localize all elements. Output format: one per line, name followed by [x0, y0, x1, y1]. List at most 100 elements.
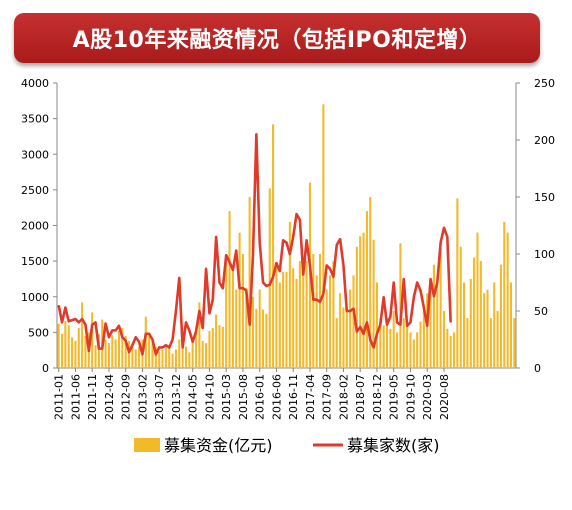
bar: [332, 261, 335, 368]
bar: [97, 333, 100, 368]
bar: [429, 282, 432, 368]
bar: [449, 335, 452, 368]
bar: [439, 246, 442, 368]
bar: [161, 349, 164, 368]
bar: [57, 323, 60, 368]
bar: [154, 346, 157, 368]
line-series-companies: [57, 133, 452, 356]
left-tick-label: 0: [42, 362, 49, 375]
bar: [342, 307, 345, 368]
bar: [171, 353, 174, 368]
bar: [181, 330, 184, 368]
bar: [329, 275, 332, 368]
x-tick-label: 2013-02: [136, 374, 149, 420]
bar: [151, 340, 154, 368]
bar: [419, 321, 422, 368]
bar: [268, 188, 271, 368]
bar: [258, 289, 261, 368]
x-tick-label: 2020-08: [438, 374, 451, 420]
bar: [335, 318, 338, 368]
bar: [496, 311, 499, 368]
x-tick-label: 2018-12: [371, 374, 384, 420]
bar: [272, 124, 275, 368]
bar: [134, 349, 137, 368]
x-tick-label: 2014-10: [203, 374, 216, 420]
bar: [295, 278, 298, 368]
bar: [459, 246, 462, 368]
bar: [282, 271, 285, 368]
right-tick-label: 0: [534, 362, 541, 375]
bar: [164, 346, 167, 368]
x-tick-label: 2011-01: [53, 374, 66, 420]
bar: [369, 197, 372, 368]
bar: [184, 346, 188, 368]
bar: [359, 236, 362, 368]
bar: [446, 328, 449, 368]
x-tick-label: 2019-10: [405, 374, 418, 420]
legend-bar-swatch: [134, 438, 160, 452]
bar: [499, 264, 502, 368]
left-tick-label: 4000: [21, 77, 49, 90]
bar: [325, 289, 328, 368]
x-tick-label: 2016-11: [287, 374, 300, 420]
tick-labels: 0 500 1000 1500 2000 2500 3000 3500 4000 0 50 100 15…: [21, 77, 555, 420]
bar: [432, 264, 435, 368]
x-tick-label: 2013-12: [170, 374, 183, 420]
bar: [278, 282, 281, 368]
bar: [238, 232, 241, 368]
bar: [466, 318, 469, 368]
bar: [275, 268, 278, 368]
bar: [476, 232, 479, 368]
bar-series-funds: [57, 104, 516, 368]
bar: [416, 332, 419, 368]
bar: [409, 332, 412, 368]
left-tick-label: 2500: [21, 184, 49, 197]
chart-title-banner: A股10年来融资情况（包括IPO和定增）: [14, 13, 540, 63]
bar: [375, 282, 378, 368]
x-tick-label: 2017-04: [304, 374, 317, 420]
bar: [117, 330, 121, 368]
chart-title: A股10年来融资情况（包括IPO和定增）: [72, 28, 482, 53]
bar: [114, 339, 117, 368]
bar: [107, 343, 110, 368]
bar: [262, 309, 265, 368]
bar: [248, 197, 251, 368]
bar: [352, 275, 355, 368]
x-tick-label: 2014-05: [187, 374, 200, 420]
legend: 募集资金(亿元) 募集家数(家): [134, 436, 440, 455]
bar: [121, 328, 124, 368]
bar: [201, 340, 204, 368]
x-tick-label: 2018-02: [338, 374, 351, 420]
x-tick-label: 2013-07: [153, 374, 166, 420]
bar: [124, 335, 127, 368]
left-tick-label: 1500: [21, 255, 49, 268]
x-tick-label: 2012-09: [120, 374, 133, 420]
bar: [493, 282, 496, 368]
line-path: [57, 133, 452, 356]
bar: [67, 325, 70, 368]
legend-bar-label: 募集资金(亿元): [164, 436, 273, 455]
bar: [362, 232, 365, 368]
bar: [389, 328, 392, 368]
bar: [399, 243, 402, 368]
bar: [215, 314, 218, 368]
bar: [208, 330, 211, 368]
bar: [74, 340, 77, 368]
right-tick-label: 50: [534, 305, 548, 318]
right-tick-label: 250: [534, 77, 555, 90]
x-tick-label: 2011-11: [86, 374, 99, 420]
bar: [322, 104, 325, 368]
x-tick-label: 2011-06: [69, 374, 82, 420]
x-tick-label: 2012-04: [103, 374, 116, 420]
bar: [205, 343, 208, 368]
left-tick-label: 3500: [21, 113, 49, 126]
bar: [225, 259, 228, 368]
bar: [138, 346, 141, 368]
bar: [71, 337, 74, 368]
bar: [168, 345, 171, 368]
bar: [442, 311, 446, 368]
bar: [64, 320, 67, 368]
bar: [60, 333, 64, 368]
x-tick-label: 2017-09: [321, 374, 334, 420]
